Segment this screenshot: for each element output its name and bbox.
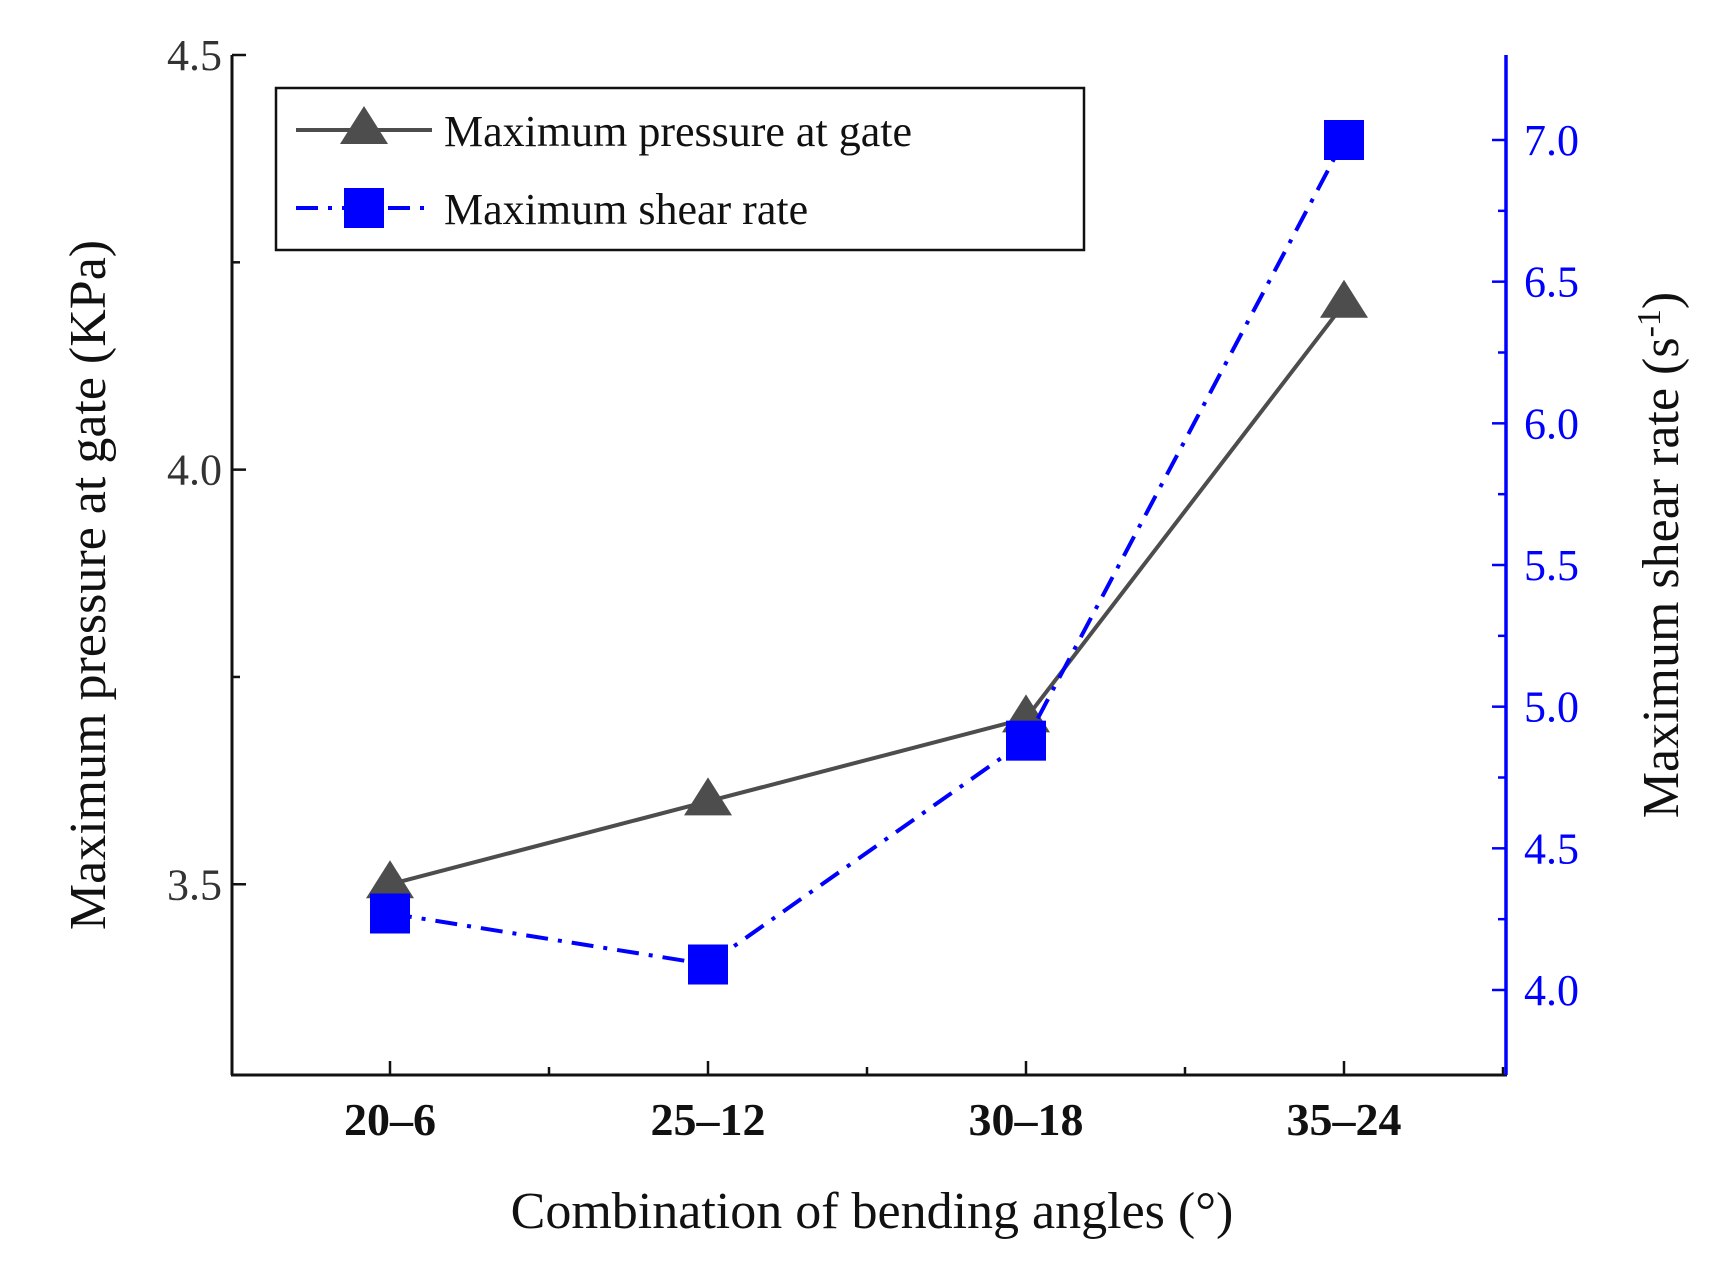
y-right-tick-label: 4.5 bbox=[1524, 824, 1579, 873]
legend-square-marker bbox=[344, 188, 384, 228]
y-right-tick-label: 7.0 bbox=[1524, 116, 1579, 165]
legend-triangle-marker bbox=[340, 106, 388, 144]
legend-label-pressure: Maximum pressure at gate bbox=[444, 107, 912, 156]
y-axis-right-title-sup: -1 bbox=[1631, 309, 1668, 337]
legend: Maximum pressure at gate Maximum shear r… bbox=[274, 86, 1086, 252]
pressure-data-point bbox=[366, 860, 414, 899]
legend-label-shear: Maximum shear rate bbox=[444, 185, 808, 234]
shear-data-point bbox=[1006, 720, 1046, 761]
x-axis-title: Combination of bending angles (°) bbox=[511, 1183, 1234, 1240]
y-left-tick-label: 4.5 bbox=[167, 31, 222, 80]
legend-box bbox=[274, 86, 1086, 252]
ticks-layer bbox=[232, 53, 1506, 1075]
shear-data-point bbox=[370, 893, 410, 934]
y-right-tick-label: 5.0 bbox=[1524, 683, 1579, 732]
pressure-data-point bbox=[1320, 279, 1368, 318]
x-category-label: 20–6 bbox=[344, 1094, 436, 1145]
labels-layer: 3.5 4.0 4.5 4.0 4.5 5.0 5.5 6.0 6.5 7.0 20–6 25–12 3… bbox=[167, 31, 1579, 1145]
y-left-tick-label: 4.0 bbox=[167, 446, 222, 495]
shear-data-point bbox=[688, 944, 728, 985]
x-category-label: 30–18 bbox=[969, 1094, 1084, 1145]
y-left-tick-label: 3.5 bbox=[167, 860, 222, 909]
axes-layer bbox=[230, 55, 1508, 1077]
y-axis-right-title-main: Maximum shear rate (s bbox=[1633, 337, 1690, 818]
y-right-tick-label: 5.5 bbox=[1524, 541, 1579, 590]
x-category-label: 25–12 bbox=[651, 1094, 766, 1145]
y-axis-left-title: Maximum pressure at gate (KPa) bbox=[60, 240, 117, 930]
y-right-tick-label: 6.5 bbox=[1524, 258, 1579, 307]
y-axis-right-title: Maximum shear rate (s-1) bbox=[1631, 292, 1691, 819]
y-right-tick-label: 6.0 bbox=[1524, 399, 1579, 448]
shear-data-point bbox=[1324, 120, 1364, 160]
y-right-tick-label: 4.0 bbox=[1524, 966, 1579, 1015]
y-axis-right-title-close: ) bbox=[1633, 292, 1690, 309]
pressure-series-line bbox=[389, 302, 1346, 887]
pressure-data-point bbox=[684, 777, 732, 816]
shear-series-line bbox=[389, 139, 1346, 967]
series-layer bbox=[366, 120, 1368, 985]
x-category-label: 35–24 bbox=[1287, 1094, 1402, 1145]
